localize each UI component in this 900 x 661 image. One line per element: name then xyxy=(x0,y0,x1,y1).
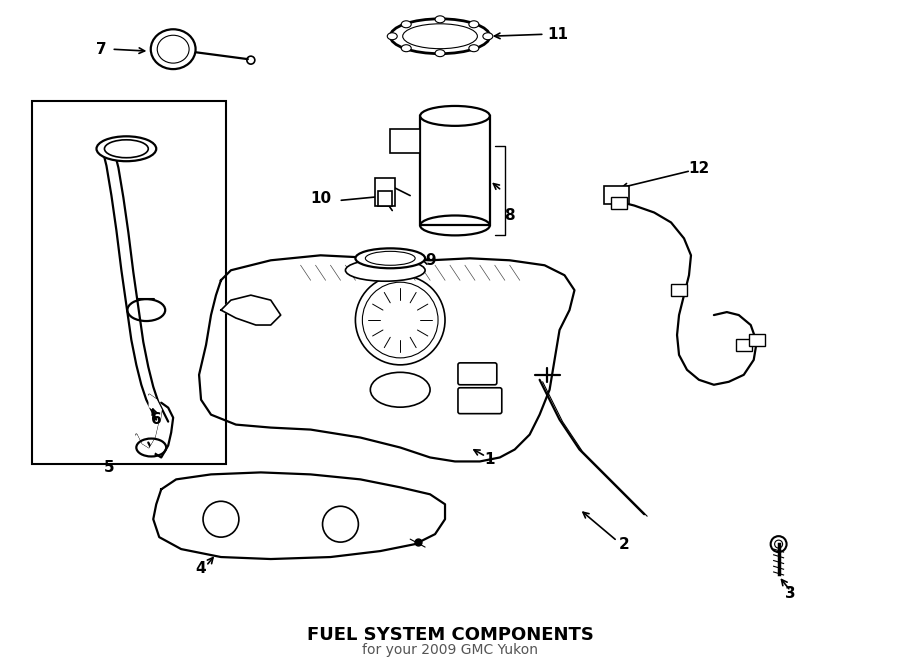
Ellipse shape xyxy=(151,29,195,69)
Text: 3: 3 xyxy=(786,586,796,602)
Ellipse shape xyxy=(401,45,411,52)
Bar xyxy=(375,178,395,206)
Text: 7: 7 xyxy=(96,42,107,57)
Text: 8: 8 xyxy=(504,208,515,223)
Bar xyxy=(671,284,687,296)
Ellipse shape xyxy=(420,106,490,126)
Ellipse shape xyxy=(401,20,411,28)
Ellipse shape xyxy=(387,33,397,40)
Bar xyxy=(749,334,765,346)
Polygon shape xyxy=(199,255,574,461)
Text: 12: 12 xyxy=(688,161,709,176)
Text: 11: 11 xyxy=(547,26,568,42)
Ellipse shape xyxy=(435,50,445,57)
Bar xyxy=(420,116,490,225)
Polygon shape xyxy=(136,395,161,461)
Bar xyxy=(32,101,226,465)
Ellipse shape xyxy=(402,24,477,49)
Text: FUEL SYSTEM COMPONENTS: FUEL SYSTEM COMPONENTS xyxy=(307,626,593,644)
Ellipse shape xyxy=(469,20,479,28)
Ellipse shape xyxy=(356,249,425,268)
Ellipse shape xyxy=(346,259,425,281)
Ellipse shape xyxy=(435,16,445,22)
Text: 4: 4 xyxy=(195,561,206,576)
Text: 1: 1 xyxy=(484,452,495,467)
Bar xyxy=(736,339,752,351)
Bar xyxy=(378,190,392,206)
Text: 2: 2 xyxy=(619,537,630,551)
Ellipse shape xyxy=(483,33,493,40)
Polygon shape xyxy=(221,295,281,325)
Polygon shape xyxy=(153,473,445,559)
Bar xyxy=(604,186,629,204)
Bar xyxy=(391,129,420,153)
Bar xyxy=(611,196,627,208)
Text: 9: 9 xyxy=(425,253,436,268)
Ellipse shape xyxy=(96,136,157,161)
Ellipse shape xyxy=(365,251,415,265)
Text: for your 2009 GMC Yukon: for your 2009 GMC Yukon xyxy=(362,642,538,656)
Ellipse shape xyxy=(391,19,490,54)
Text: 6: 6 xyxy=(151,412,162,427)
Text: 5: 5 xyxy=(104,460,114,475)
Text: 10: 10 xyxy=(310,191,331,206)
Ellipse shape xyxy=(469,45,479,52)
